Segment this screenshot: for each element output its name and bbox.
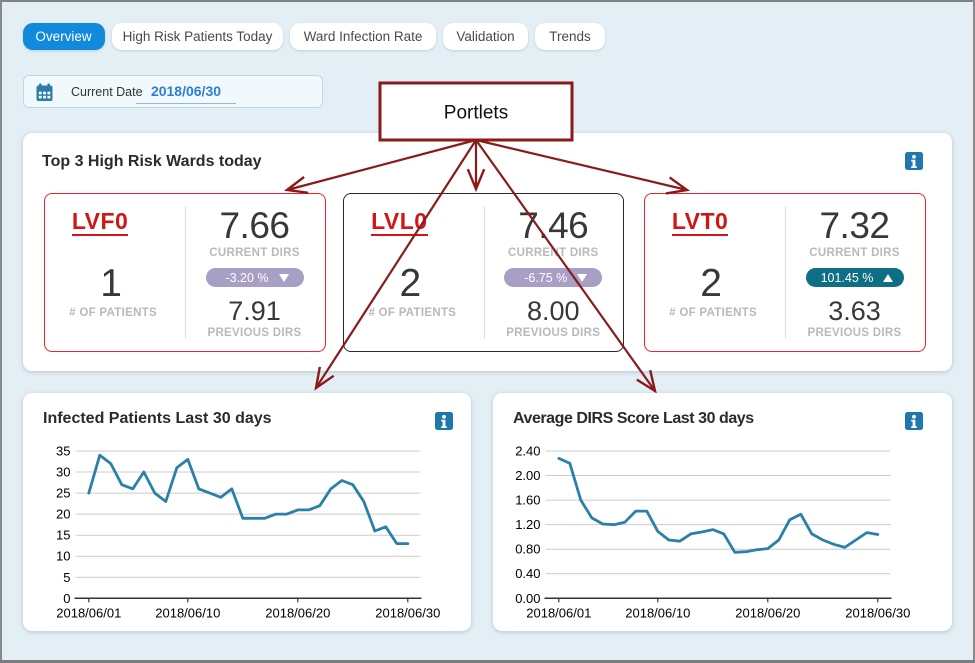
svg-text:2018/06/30: 2018/06/30 (375, 606, 440, 621)
svg-text:0: 0 (63, 591, 70, 606)
svg-text:2018/06/01: 2018/06/01 (526, 606, 591, 621)
svg-text:35: 35 (56, 444, 70, 459)
svg-text:0.00: 0.00 (515, 591, 540, 606)
svg-text:2.40: 2.40 (515, 444, 540, 459)
svg-text:2018/06/20: 2018/06/20 (735, 606, 800, 621)
svg-text:10: 10 (56, 549, 70, 564)
svg-text:2018/06/10: 2018/06/10 (155, 606, 220, 621)
svg-text:15: 15 (56, 528, 70, 543)
svg-text:5: 5 (63, 570, 70, 585)
svg-text:2018/06/20: 2018/06/20 (265, 606, 330, 621)
svg-text:30: 30 (56, 465, 70, 480)
svg-text:0.40: 0.40 (515, 566, 540, 581)
svg-text:1.20: 1.20 (515, 517, 540, 532)
svg-text:2.00: 2.00 (515, 468, 540, 483)
svg-text:2018/06/10: 2018/06/10 (625, 606, 690, 621)
svg-text:25: 25 (56, 486, 70, 501)
svg-text:1.60: 1.60 (515, 493, 540, 508)
svg-text:2018/06/01: 2018/06/01 (56, 606, 121, 621)
svg-text:20: 20 (56, 507, 70, 522)
svg-text:Portlets: Portlets (444, 103, 508, 124)
svg-text:0.80: 0.80 (515, 542, 540, 557)
svg-text:2018/06/30: 2018/06/30 (845, 606, 910, 621)
